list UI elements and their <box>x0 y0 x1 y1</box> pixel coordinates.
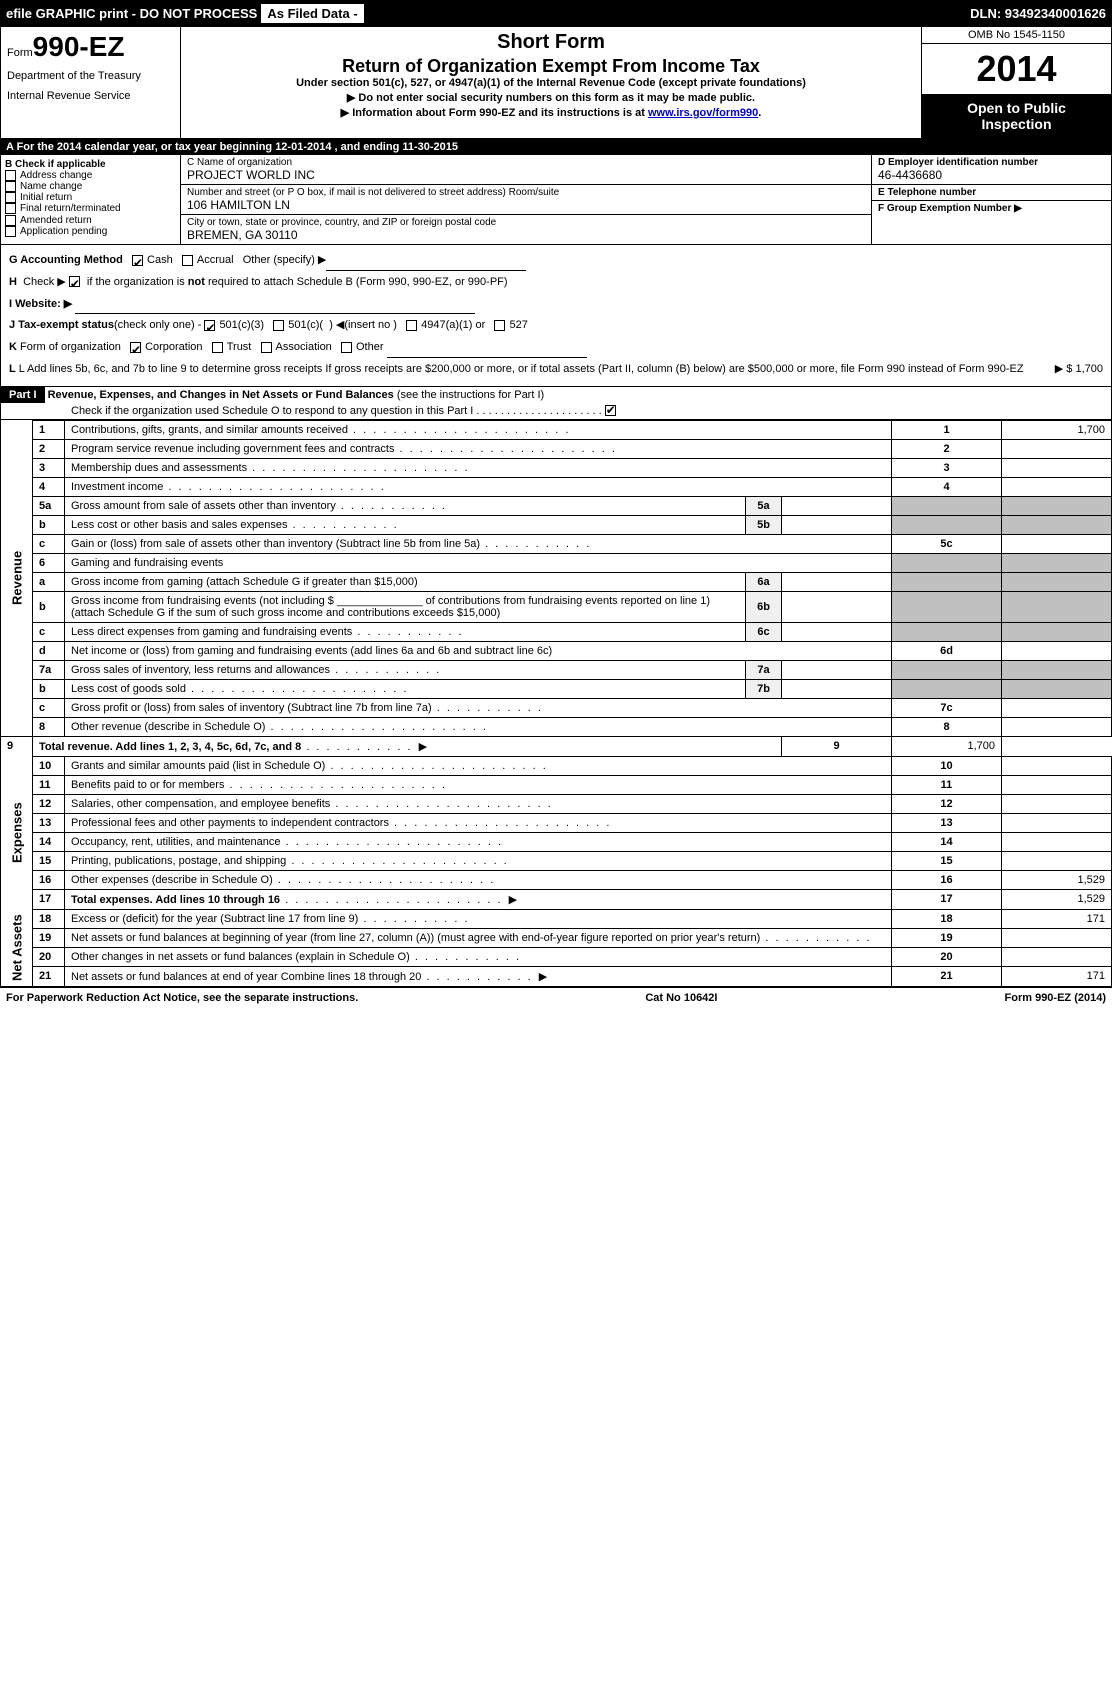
checkbox-trust[interactable] <box>212 342 223 353</box>
form-header: Form990-EZ Department of the Treasury In… <box>0 27 1112 139</box>
org-info-block: B Check if applicable Address changeName… <box>0 155 1112 245</box>
part-1-label: Part I <box>1 387 45 403</box>
org-street-cell: Number and street (or P O box, if mail i… <box>181 185 871 215</box>
efile-label: efile GRAPHIC print - DO NOT PROCESS <box>6 6 257 21</box>
ssn-warning: ▶ Do not enter social security numbers o… <box>187 91 915 104</box>
net-assets-label: Net Assets <box>1 909 33 986</box>
omb-number: OMB No 1545-1150 <box>922 27 1111 44</box>
dept-irs: Internal Revenue Service <box>7 89 174 103</box>
part-1-header-row: Part I Revenue, Expenses, and Changes in… <box>0 386 1112 420</box>
form-subtitle: Under section 501(c), 527, or 4947(a)(1)… <box>187 77 915 89</box>
form-title: Return of Organization Exempt From Incom… <box>187 56 915 77</box>
form-number: 990-EZ <box>33 31 125 62</box>
checkbox-cash[interactable] <box>132 255 143 266</box>
checkbox-assoc[interactable] <box>261 342 272 353</box>
paperwork-notice: For Paperwork Reduction Act Notice, see … <box>6 992 358 1004</box>
checkbox-other[interactable] <box>341 342 352 353</box>
dln-label: DLN: 93492340001626 <box>970 6 1106 21</box>
ein-cell: D Employer identification number 46-4436… <box>872 155 1111 185</box>
section-b-item: Name change <box>5 181 176 192</box>
info-link-line: ▶ Information about Form 990-EZ and its … <box>187 106 915 119</box>
section-b-item: Address change <box>5 170 176 181</box>
section-b-checkboxes: B Check if applicable Address changeName… <box>1 155 181 244</box>
expenses-label: Expenses <box>1 756 33 909</box>
checkbox-501c[interactable] <box>273 320 284 331</box>
tax-year: 2014 <box>922 44 1111 94</box>
form-id-block: Form990-EZ Department of the Treasury In… <box>1 27 181 138</box>
checkbox-schedule-o[interactable] <box>605 405 616 416</box>
as-filed-button[interactable]: As Filed Data - <box>261 4 363 23</box>
checkbox-schedule-b[interactable] <box>69 276 80 287</box>
checkbox-name-change[interactable] <box>5 181 16 192</box>
line-j: J Tax-exempt status(check only one) - 50… <box>9 316 1103 336</box>
section-b-item: Amended return <box>5 215 176 226</box>
section-b-item: Application pending <box>5 226 176 237</box>
form-title-block: Short Form Return of Organization Exempt… <box>181 27 921 138</box>
org-city-cell: City or town, state or province, country… <box>181 215 871 244</box>
page-footer: For Paperwork Reduction Act Notice, see … <box>0 987 1112 1008</box>
part-1-check: Check if the organization used Schedule … <box>1 403 1111 419</box>
checkbox-accrual[interactable] <box>182 255 193 266</box>
org-name-cell: C Name of organization PROJECT WORLD INC <box>181 155 871 185</box>
section-d-ein: D Employer identification number 46-4436… <box>871 155 1111 244</box>
short-form-label: Short Form <box>187 31 915 54</box>
checkbox-527[interactable] <box>494 320 505 331</box>
line-l-amount: ▶ $ 1,700 <box>1055 360 1103 380</box>
irs-link[interactable]: www.irs.gov/form990 <box>648 107 758 119</box>
revenue-label: Revenue <box>1 420 33 736</box>
line-g: G Accounting Method Cash Accrual Other (… <box>9 251 1103 271</box>
section-b-header: B Check if applicable <box>5 159 176 170</box>
section-b-item: Final return/terminated <box>5 203 176 214</box>
line-l: L L Add lines 5b, 6c, and 7b to line 9 t… <box>9 360 1103 380</box>
form-prefix: Form <box>7 47 33 59</box>
checkbox-final-return-terminated[interactable] <box>5 203 16 214</box>
section-c-org: C Name of organization PROJECT WORLD INC… <box>181 155 871 244</box>
software-header: efile GRAPHIC print - DO NOT PROCESS As … <box>0 0 1112 27</box>
checkbox-amended-return[interactable] <box>5 215 16 226</box>
checkbox-4947[interactable] <box>406 320 417 331</box>
part-1-inst: (see the instructions for Part I) <box>397 389 544 401</box>
group-exempt-cell: F Group Exemption Number ▶ <box>872 201 1111 216</box>
row-a-tax-year: A For the 2014 calendar year, or tax yea… <box>0 139 1112 155</box>
checkbox-initial-return[interactable] <box>5 192 16 203</box>
phone-cell: E Telephone number <box>872 185 1111 201</box>
header-right-block: OMB No 1545-1150 2014 Open to Public Ins… <box>921 27 1111 138</box>
checkbox-address-change[interactable] <box>5 170 16 181</box>
section-b-item: Initial return <box>5 192 176 203</box>
lines-g-to-l: G Accounting Method Cash Accrual Other (… <box>0 245 1112 386</box>
open-public-inspection: Open to Public Inspection <box>922 94 1111 138</box>
part-1-table: Revenue1Contributions, gifts, grants, an… <box>0 420 1112 987</box>
dept-treasury: Department of the Treasury <box>7 69 174 83</box>
cat-no: Cat No 10642I <box>645 992 717 1004</box>
line-i: I Website: ▶ <box>9 295 1103 315</box>
line-k: K Form of organization Corporation Trust… <box>9 338 1103 358</box>
part-1-title: Revenue, Expenses, and Changes in Net As… <box>48 389 394 401</box>
checkbox-corp[interactable] <box>130 342 141 353</box>
checkbox-501c3[interactable] <box>204 320 215 331</box>
line-h: H Check ▶ if the organization is not req… <box>9 273 1103 293</box>
form-ref: Form 990-EZ (2014) <box>1005 992 1106 1004</box>
checkbox-application-pending[interactable] <box>5 226 16 237</box>
